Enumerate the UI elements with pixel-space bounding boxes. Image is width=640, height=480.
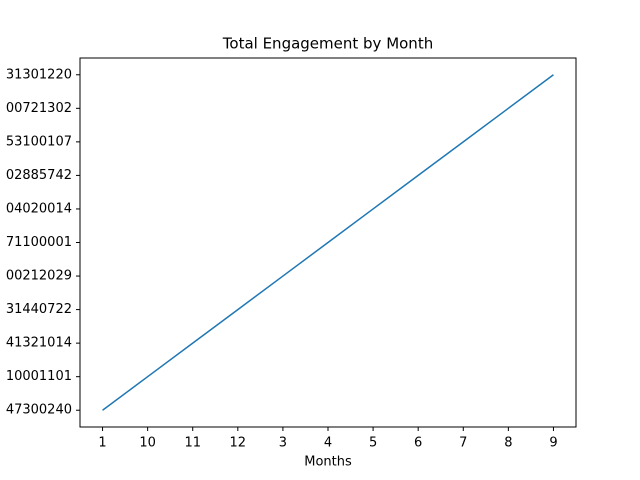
- x-tick-label: 10: [139, 436, 156, 451]
- x-tick-label: 8: [504, 436, 512, 451]
- y-tick-label: 71100001: [6, 235, 72, 250]
- x-tick-label: 3: [279, 436, 287, 451]
- y-tick-label: 00721302: [6, 101, 72, 116]
- x-axis-label: Months: [304, 455, 352, 470]
- chart-title: Total Engagement by Month: [222, 35, 433, 53]
- y-tick-label: 04020014: [6, 201, 72, 216]
- x-tick-label: 11: [184, 436, 201, 451]
- y-tick-label: 53100107: [6, 134, 72, 149]
- y-tick-label: 47300240: [6, 403, 72, 418]
- x-tick-label: 4: [324, 436, 332, 451]
- y-tick-label: 10001101: [6, 369, 72, 384]
- y-tick-label: 41321014: [6, 336, 72, 351]
- x-tick-label: 9: [549, 436, 557, 451]
- y-tick-label: 00212029: [6, 269, 72, 284]
- y-tick-label: 31440722: [6, 302, 72, 317]
- x-tick-label: 1: [98, 436, 106, 451]
- line-series: [102, 74, 554, 411]
- x-tick-label: 6: [414, 436, 422, 451]
- y-tick-label: 02885742: [6, 168, 72, 183]
- x-tick-label: 5: [369, 436, 377, 451]
- y-tick-label: 31301220: [6, 67, 72, 82]
- x-tick-label: 12: [230, 436, 247, 451]
- x-tick-label: 7: [459, 436, 467, 451]
